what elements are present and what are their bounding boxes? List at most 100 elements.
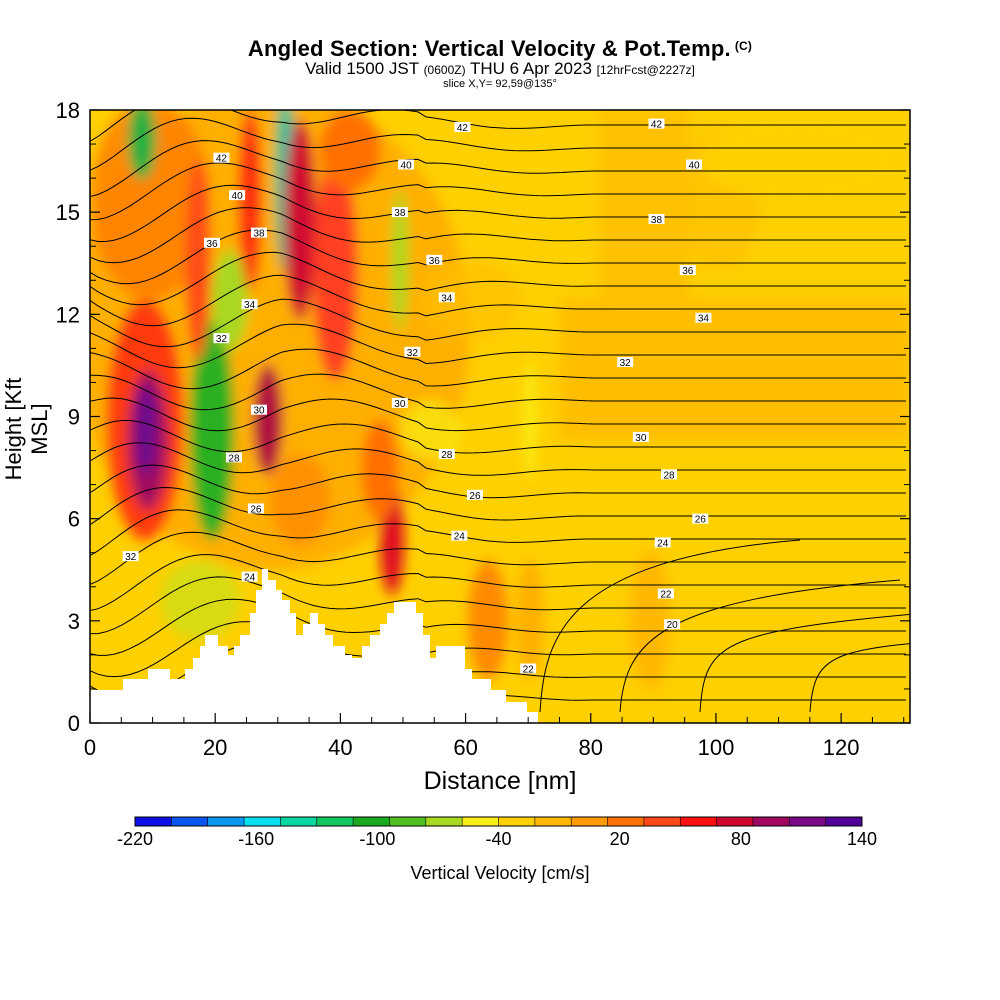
contour-label: 26: [466, 489, 483, 502]
contour-label: 42: [648, 118, 665, 131]
isentrope-line: [90, 162, 906, 221]
contour-label: 40: [686, 159, 703, 171]
isentrope-line: [90, 373, 906, 411]
colorbar-tick-label: -100: [359, 829, 395, 849]
contour-label: 24: [451, 530, 468, 543]
contour-label: 30: [251, 404, 268, 417]
contour-label: 40: [229, 190, 246, 202]
svg-text:40: 40: [688, 160, 700, 171]
svg-text:22: 22: [660, 590, 672, 601]
colorbar-swatch: [716, 817, 754, 826]
isentrope-line: [699, 613, 910, 713]
y-tick-label: 3: [68, 609, 80, 634]
svg-text:32: 32: [620, 358, 632, 369]
colorbar-swatch: [680, 817, 718, 826]
colorbar-tick-label: 20: [610, 829, 630, 849]
colorbar-swatch: [353, 817, 390, 826]
svg-text:26: 26: [469, 491, 481, 502]
x-tick-label: 40: [328, 735, 352, 760]
svg-text:24: 24: [657, 539, 669, 550]
contour-label: 30: [632, 431, 649, 444]
svg-text:28: 28: [663, 470, 675, 481]
isentrope-line: [809, 643, 910, 713]
colorbar-label: Vertical Velocity [cm/s]: [410, 863, 590, 883]
contour-label: 42: [454, 122, 471, 134]
svg-text:42: 42: [216, 154, 228, 165]
contour-label: 38: [391, 207, 408, 219]
contour-label: 30: [391, 397, 408, 410]
colorbar-swatch: [171, 817, 209, 826]
svg-text:32: 32: [216, 334, 228, 345]
isentrope-line: [90, 420, 906, 454]
colorbar-swatch: [643, 817, 681, 826]
colorbar-swatch: [280, 817, 318, 826]
colorbar-swatch: [534, 817, 572, 826]
y-tick-label: 12: [56, 302, 80, 327]
svg-text:38: 38: [651, 215, 663, 226]
forecast-info: [12hrFcst@2227z]: [596, 63, 695, 77]
contour-label: 36: [426, 254, 443, 267]
colorbar-swatch: [825, 817, 863, 826]
y-tick-label: 0: [68, 711, 80, 736]
contour-label: 22: [520, 663, 537, 676]
contour-label: 24: [654, 537, 671, 550]
colorbar-swatch: [752, 817, 790, 826]
chart-title: Angled Section: Vertical Velocity & Pot.…: [247, 36, 753, 61]
contour-label: 28: [225, 452, 242, 464]
contour-label: 42: [213, 152, 230, 165]
colorbar: -220 -160 -100 -40 20 80 140: [117, 816, 877, 849]
svg-text:20: 20: [667, 620, 679, 631]
isentrope-line: [90, 298, 906, 348]
svg-text:32: 32: [407, 348, 419, 359]
terrain: [90, 569, 538, 723]
isentrope-line: [90, 323, 906, 369]
svg-text:30: 30: [394, 399, 406, 410]
contour-label: 22: [657, 588, 674, 601]
isentrope-line: [90, 251, 906, 306]
colorbar-swatch: [571, 817, 609, 826]
svg-text:30: 30: [635, 433, 647, 444]
isentrope-line: [90, 184, 906, 242]
chart-subtitle: Valid 1500 JST (0600Z) THU 6 Apr 2023 [1…: [305, 59, 695, 78]
contour-label: 32: [213, 333, 230, 345]
svg-text:34: 34: [244, 300, 256, 311]
svg-text:40: 40: [401, 160, 413, 171]
colorbar-swatch: [607, 817, 645, 826]
svg-text:22: 22: [523, 665, 535, 676]
velocity-field: [90, 110, 910, 690]
svg-text:28: 28: [228, 453, 240, 464]
contour-label: 20: [664, 619, 681, 631]
x-axis-label: Distance [nm]: [423, 767, 577, 795]
colorbar-swatch: [425, 817, 463, 826]
y-tick-label: 18: [56, 98, 80, 123]
x-tick-label: 0: [84, 735, 96, 760]
isentrope-line: [90, 229, 906, 285]
isentrope-line: [90, 598, 906, 656]
isentrope-line: [90, 531, 906, 585]
colorbar-swatch: [498, 817, 536, 826]
isentrope-line: [90, 397, 906, 432]
svg-text:36: 36: [682, 266, 694, 277]
contour-label: 34: [438, 292, 455, 304]
contour-label: 38: [251, 227, 268, 240]
x-tick-label: 20: [203, 735, 227, 760]
contour-label: 34: [241, 299, 258, 311]
y-tick-label: 6: [68, 507, 80, 532]
isentrope-line: [90, 274, 906, 327]
isentrope-line: [90, 554, 906, 612]
svg-text:26: 26: [695, 515, 707, 526]
svg-text:42: 42: [457, 123, 469, 134]
svg-text:38: 38: [253, 229, 265, 240]
contour-label: 26: [247, 503, 264, 515]
colorbar-tick-label: -40: [485, 829, 511, 849]
svg-text:40: 40: [232, 191, 244, 202]
colorbar-swatch: [316, 817, 354, 826]
isentrope-line: [90, 464, 906, 499]
isentrope-line: [90, 486, 906, 526]
colorbar-swatch: [789, 817, 827, 826]
svg-text:34: 34: [441, 293, 453, 304]
isentrope-line: [90, 140, 906, 197]
isentrope-line: [90, 117, 906, 171]
colorbar-swatch: [244, 817, 281, 826]
contour-label: 38: [648, 213, 665, 226]
